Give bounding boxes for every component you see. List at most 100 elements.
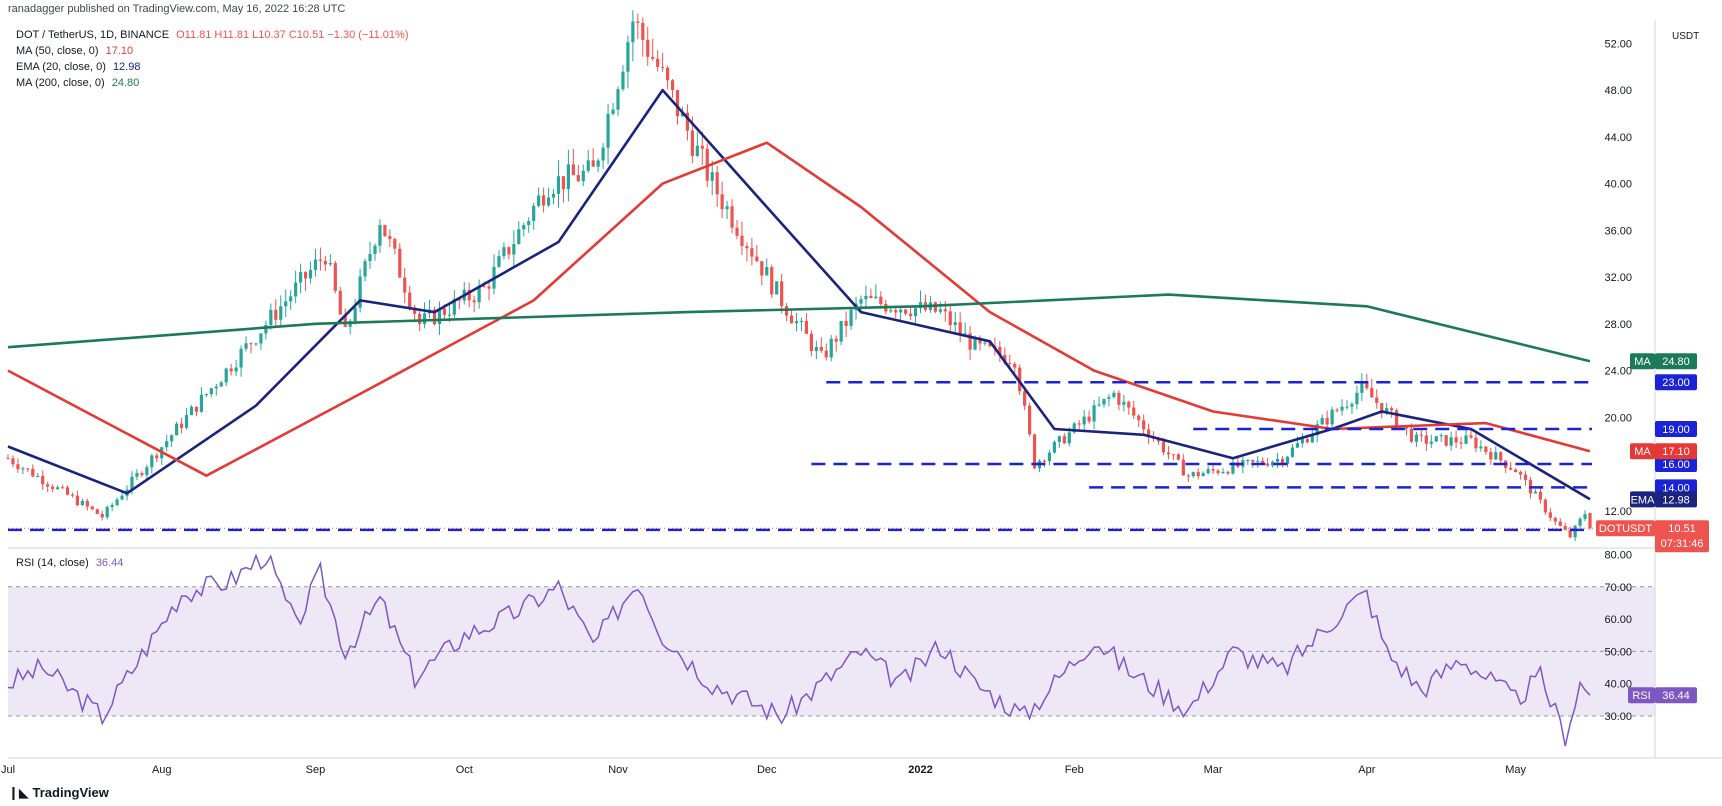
candle-body bbox=[1563, 525, 1567, 530]
candle-body bbox=[829, 338, 833, 358]
candle-body bbox=[1023, 391, 1027, 406]
candle-body bbox=[279, 306, 283, 320]
rsi-legend[interactable]: RSI (14, close) 36.44 bbox=[16, 557, 124, 569]
candle-body bbox=[1494, 452, 1498, 460]
candle-body bbox=[1226, 471, 1230, 474]
candle-body bbox=[60, 487, 65, 489]
time-tick-label: Oct bbox=[456, 764, 473, 776]
ema20-legend-value: 12.98 bbox=[112, 61, 141, 73]
price-tick-label: 40.00 bbox=[1604, 179, 1632, 191]
ohlc-values: O11.81 H11.81 L10.37 C10.51 −1.30 (−11.0… bbox=[176, 29, 409, 41]
candle-body bbox=[487, 286, 491, 289]
candle-body bbox=[343, 314, 347, 327]
candle-body bbox=[224, 368, 228, 383]
candle-body bbox=[973, 338, 977, 350]
candle-body bbox=[229, 368, 233, 372]
candle-body bbox=[199, 394, 204, 412]
price-tick-label: 52.00 bbox=[1604, 38, 1632, 50]
series-line bbox=[7, 88, 1591, 501]
candle-body bbox=[1370, 388, 1374, 398]
candle-body bbox=[269, 309, 273, 326]
candle-body bbox=[834, 338, 838, 342]
candle-body bbox=[1449, 437, 1453, 446]
candle-body bbox=[1439, 435, 1443, 437]
candle-body bbox=[363, 261, 367, 277]
candle-body bbox=[1216, 470, 1220, 474]
price-tick-label: 44.00 bbox=[1604, 132, 1632, 144]
candle-body bbox=[1474, 437, 1478, 449]
candle-body bbox=[294, 282, 298, 297]
time-tick-label: 2022 bbox=[908, 764, 932, 776]
price-tick-label: 48.00 bbox=[1604, 85, 1632, 97]
candle-body bbox=[789, 315, 794, 324]
main-pane bbox=[6, 10, 1655, 542]
candle-body bbox=[904, 309, 908, 314]
candle-body bbox=[1008, 363, 1012, 365]
indicator-tag bbox=[1630, 491, 1655, 508]
candle-body bbox=[413, 307, 417, 314]
candle-body bbox=[1385, 408, 1389, 414]
candle-body bbox=[1533, 491, 1538, 494]
candle-body bbox=[110, 504, 114, 507]
candle-body bbox=[606, 113, 610, 148]
candle-body bbox=[1132, 407, 1136, 416]
candle-body bbox=[234, 367, 238, 372]
candle-body bbox=[1325, 417, 1329, 425]
candle-body bbox=[442, 308, 447, 315]
symbol-title: DOT / TetherUS, 1D, BINANCE bbox=[16, 29, 170, 41]
level-price-label bbox=[1655, 420, 1697, 437]
candle-body bbox=[770, 267, 774, 295]
candle-body bbox=[6, 458, 10, 460]
level-price-label bbox=[1655, 456, 1697, 473]
candle-body bbox=[1251, 460, 1255, 462]
candle-body bbox=[51, 486, 55, 489]
candle-body bbox=[368, 254, 372, 262]
candle-body bbox=[1523, 474, 1528, 480]
price-tick-label: 12.00 bbox=[1604, 506, 1632, 518]
candle-body bbox=[1553, 517, 1557, 522]
candle-body bbox=[1161, 441, 1166, 453]
candle-body bbox=[358, 276, 362, 308]
candle-body bbox=[725, 206, 729, 210]
candle-body bbox=[755, 256, 759, 262]
candle-body bbox=[809, 333, 813, 352]
candle-body bbox=[90, 506, 94, 510]
candle-body bbox=[750, 248, 754, 257]
candle-body bbox=[864, 295, 868, 300]
candle-body bbox=[1047, 452, 1052, 462]
candle-body bbox=[1444, 435, 1448, 446]
candle-body bbox=[522, 224, 526, 230]
candle-body bbox=[1206, 469, 1210, 474]
bar-countdown: 07:31:46 bbox=[1661, 538, 1704, 550]
candle-body bbox=[398, 248, 402, 278]
candle-body bbox=[512, 244, 516, 255]
candle-body bbox=[1112, 392, 1116, 398]
candle-body bbox=[467, 289, 471, 301]
candle-body bbox=[1434, 436, 1438, 442]
indicator-tag-text: EMA bbox=[1631, 494, 1656, 506]
candle-body bbox=[1509, 467, 1513, 470]
candle-body bbox=[780, 281, 784, 307]
candle-body bbox=[651, 56, 655, 59]
candle-body bbox=[1390, 408, 1394, 411]
candle-body bbox=[1102, 398, 1106, 405]
candle-body bbox=[36, 476, 40, 478]
candle-body bbox=[105, 506, 109, 518]
indicator-price-label-text: 17.10 bbox=[1662, 446, 1690, 458]
candle-body bbox=[670, 80, 675, 91]
candle-body bbox=[194, 406, 199, 412]
candle-body bbox=[289, 296, 293, 302]
ma50-legend[interactable]: MA (50, close, 0) 17.10 bbox=[16, 45, 134, 57]
candle-body bbox=[373, 245, 377, 255]
candle-body bbox=[16, 464, 20, 470]
candle-body bbox=[1231, 462, 1235, 474]
symbol-tag bbox=[1596, 520, 1655, 537]
tv-brand-text: TradingView bbox=[32, 785, 109, 800]
candle-body bbox=[1018, 367, 1022, 392]
candle-body bbox=[1424, 435, 1428, 444]
ema20-legend[interactable]: EMA (20, close, 0) 12.98 bbox=[16, 61, 141, 73]
candle-body bbox=[1271, 461, 1275, 466]
ma200-legend[interactable]: MA (200, close, 0) 24.80 bbox=[16, 77, 140, 89]
candle-body bbox=[457, 298, 461, 301]
